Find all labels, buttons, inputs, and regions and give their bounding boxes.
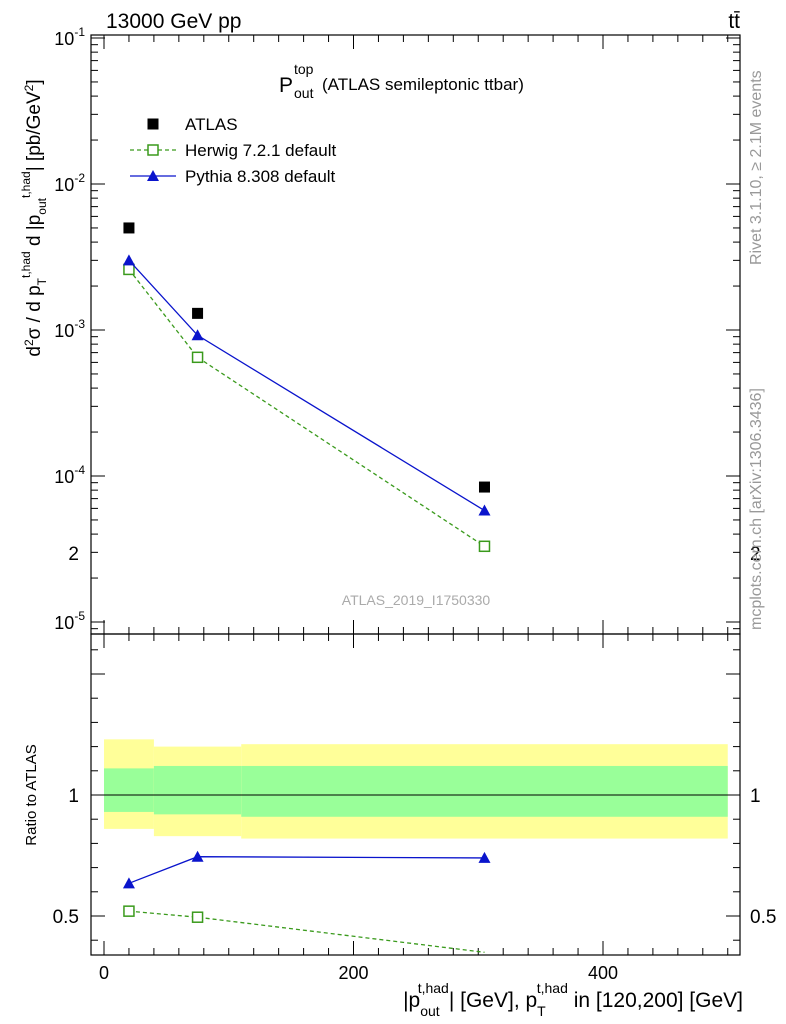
main-series-point-0: [123, 222, 135, 234]
x-tick-label: 0: [99, 963, 109, 983]
x-axis-label: |poutt,had| [GeV], pTt,had in [120,200] …: [403, 980, 743, 1019]
main-series-line-1: [128, 269, 485, 547]
legend-label-pythia: Pythia 8.308 default: [185, 167, 336, 186]
ratio-series-point-0: [191, 911, 204, 923]
main-series-point-1: [478, 540, 491, 553]
main-series-point-1: [123, 263, 135, 276]
main-y-tick-label: 10-3: [54, 317, 85, 341]
analysis-id-label: ATLAS_2019_I1750330: [342, 592, 491, 608]
process-label: tt̄: [728, 10, 740, 33]
main-y-tick-label: 10-5: [54, 609, 85, 633]
ratio-y-tick-label: 1: [68, 786, 79, 807]
ratio-series-line-0: [128, 910, 485, 953]
main-y-tick-label: 10-1: [54, 25, 85, 49]
plot-title-sub: out: [294, 85, 314, 101]
ratio-series-point-1: [191, 850, 204, 862]
plot-title-sup: top: [294, 61, 314, 77]
legend-label-herwig: Herwig 7.2.1 default: [185, 141, 336, 160]
main-series-point-2: [191, 329, 204, 341]
ratio-y-tick-label-right: 0.5: [750, 907, 776, 928]
ratio-series-point-1: [478, 851, 491, 863]
plot-title-rest: (ATLAS semileptonic ttbar): [322, 75, 524, 94]
legend-marker-pythia: [147, 170, 159, 181]
x-tick-label: 200: [338, 963, 368, 983]
main-series-point-0: [478, 481, 490, 493]
ratio-series-point-0: [123, 905, 135, 917]
ratio-y-tick-label: 2: [68, 544, 79, 565]
mcplots-label: mcplots.cern.ch [arXiv:1306.3436]: [748, 388, 765, 630]
main-y-tick-label: 10-4: [54, 463, 85, 487]
main-series-point-2: [478, 504, 491, 516]
main-series-point-1: [191, 351, 204, 364]
energy-label: 13000 GeV pp: [106, 10, 241, 33]
ratio-y-tick-label: 0.5: [53, 907, 79, 928]
main-series-point-0: [192, 307, 204, 319]
ratio-y-tick-label-right: 1: [750, 786, 761, 807]
main-series-point-2: [122, 254, 135, 266]
ratio-band-green-1: [153, 765, 242, 815]
plot-title-main: P: [279, 74, 293, 97]
ratio-band-green-2: [241, 765, 728, 817]
ratio-series-point-1: [122, 877, 135, 889]
main-series-line-2: [128, 259, 485, 512]
legend-label-atlas: ATLAS: [185, 115, 238, 134]
ratio-y-tick-label-right: 2: [750, 544, 761, 565]
ratio-uncertainty-bands: [104, 739, 728, 839]
rivet-label: Rivet 3.1.10, ≥ 2.1M events: [748, 70, 765, 265]
legend-marker-atlas: [147, 118, 159, 130]
main-y-tick-label: 10-2: [54, 171, 85, 195]
ratio-band-green-0: [104, 768, 154, 812]
main-y-axis-label: d2σ / d pTt,had d |poutt,had| [pb/GeV2]: [19, 79, 49, 356]
legend-marker-herwig: [147, 144, 159, 156]
ratio-y-axis-label: Ratio to ATLAS: [23, 744, 40, 845]
x-tick-label: 400: [588, 963, 618, 983]
ratio-series-line-1: [128, 856, 485, 884]
